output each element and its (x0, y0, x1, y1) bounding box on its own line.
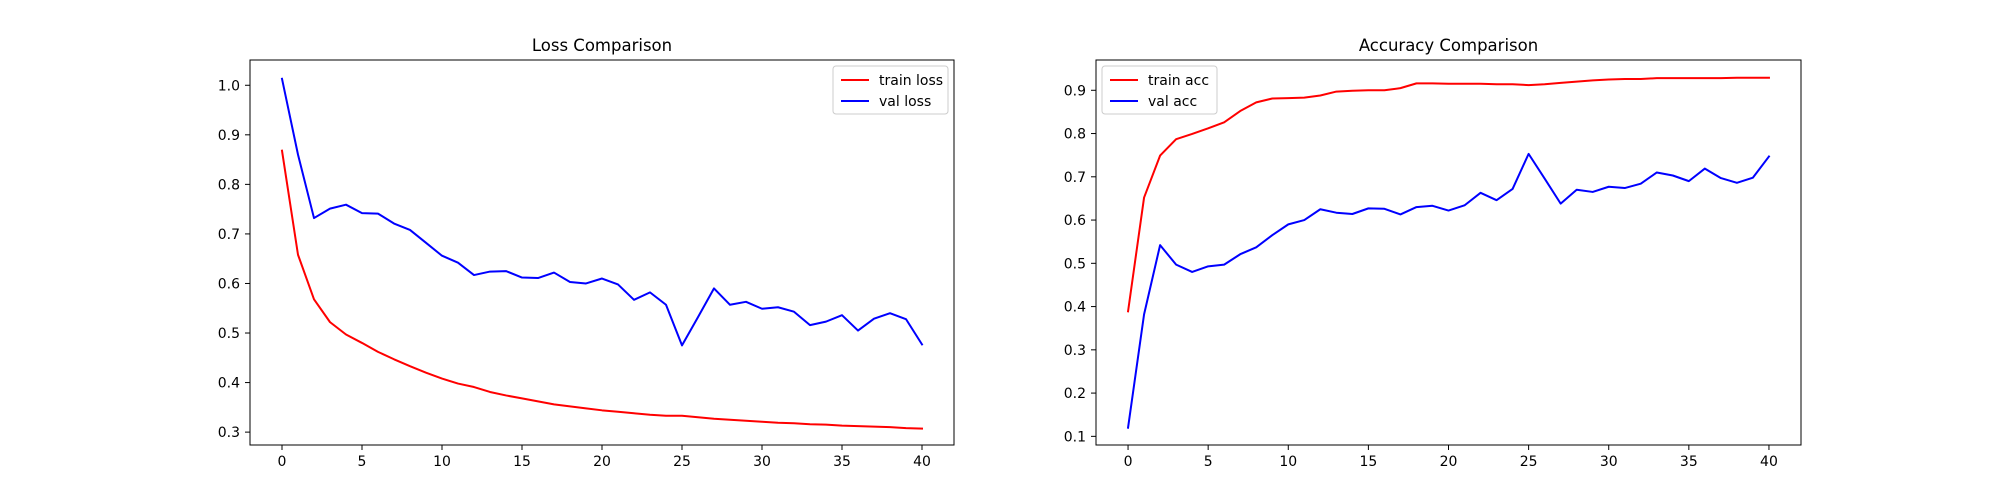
loss-legend-label: val loss (879, 94, 931, 110)
accuracy-x-tick-label: 10 (1279, 454, 1297, 470)
accuracy-x-tick-label: 35 (1680, 454, 1698, 470)
accuracy-series-train-acc (1126, 76, 1770, 313)
loss-x-tick-label: 0 (278, 454, 287, 470)
accuracy-y-tick-label: 0.1 (1064, 429, 1086, 445)
accuracy-legend-label: train acc (1148, 73, 1209, 89)
loss-chart: Loss Comparison 0 5 10 15 20 25 30 35 40 0.3 0.4 0.5… (218, 36, 955, 470)
loss-axes-frame (249, 59, 955, 446)
loss-y-tick-label: 0.8 (218, 177, 240, 193)
accuracy-series-val-acc (1126, 152, 1771, 429)
accuracy-axes-frame (1095, 59, 1802, 446)
charts: Loss Comparison 0 5 10 15 20 25 30 35 40 0.3 0.4 0.5… (218, 36, 1802, 470)
loss-y-tick-label: 1.0 (218, 78, 240, 94)
accuracy-y-tick-label: 0.7 (1064, 170, 1086, 186)
accuracy-chart: Accuracy Comparison 0 5 10 15 20 25 30 35 40 0.1 0.… (1064, 36, 1802, 470)
accuracy-x-tick-label: 0 (1124, 454, 1133, 470)
accuracy-x-tick-label: 15 (1359, 454, 1377, 470)
loss-series-val-loss (280, 77, 924, 347)
accuracy-legend: train acc val acc (1101, 65, 1218, 115)
accuracy-y-tick-label: 0.9 (1064, 83, 1086, 99)
loss-y-tick-label: 0.4 (218, 376, 240, 392)
accuracy-chart-title: Accuracy Comparison (1359, 36, 1538, 55)
loss-y-tick-label: 0.3 (218, 425, 240, 441)
loss-legend: train loss val loss (832, 65, 949, 115)
loss-x-tick-label: 35 (833, 454, 851, 470)
accuracy-x-tick-label: 30 (1600, 454, 1618, 470)
loss-series-train-loss (280, 149, 924, 430)
accuracy-y-tick-label: 0.4 (1064, 300, 1086, 316)
loss-x-tick-label: 25 (673, 454, 691, 470)
accuracy-y-tick-label: 0.3 (1064, 343, 1086, 359)
accuracy-x-tick-label: 40 (1760, 454, 1778, 470)
loss-legend-label: train loss (879, 73, 943, 89)
accuracy-y-tick-label: 0.5 (1064, 256, 1086, 272)
accuracy-y-tick-label: 0.8 (1064, 127, 1086, 143)
accuracy-y-tick-label: 0.6 (1064, 213, 1086, 229)
accuracy-legend-label: val acc (1148, 94, 1197, 110)
loss-x-tick-label: 15 (513, 454, 531, 470)
accuracy-x-tick-label: 5 (1204, 454, 1213, 470)
loss-x-tick-label: 10 (433, 454, 451, 470)
loss-x-tick-label: 40 (913, 454, 931, 470)
loss-y-tick-label: 0.5 (218, 326, 240, 342)
loss-y-tick-label: 0.7 (218, 227, 240, 243)
loss-y-tick-label: 0.6 (218, 276, 240, 292)
accuracy-x-tick-label: 20 (1440, 454, 1458, 470)
accuracy-x-tick-label: 25 (1520, 454, 1538, 470)
loss-chart-title: Loss Comparison (532, 36, 672, 55)
loss-x-tick-label: 30 (753, 454, 771, 470)
loss-x-tick-label: 5 (358, 454, 367, 470)
loss-y-tick-label: 0.9 (218, 128, 240, 144)
loss-x-tick-label: 20 (593, 454, 611, 470)
accuracy-y-tick-label: 0.2 (1064, 386, 1086, 402)
